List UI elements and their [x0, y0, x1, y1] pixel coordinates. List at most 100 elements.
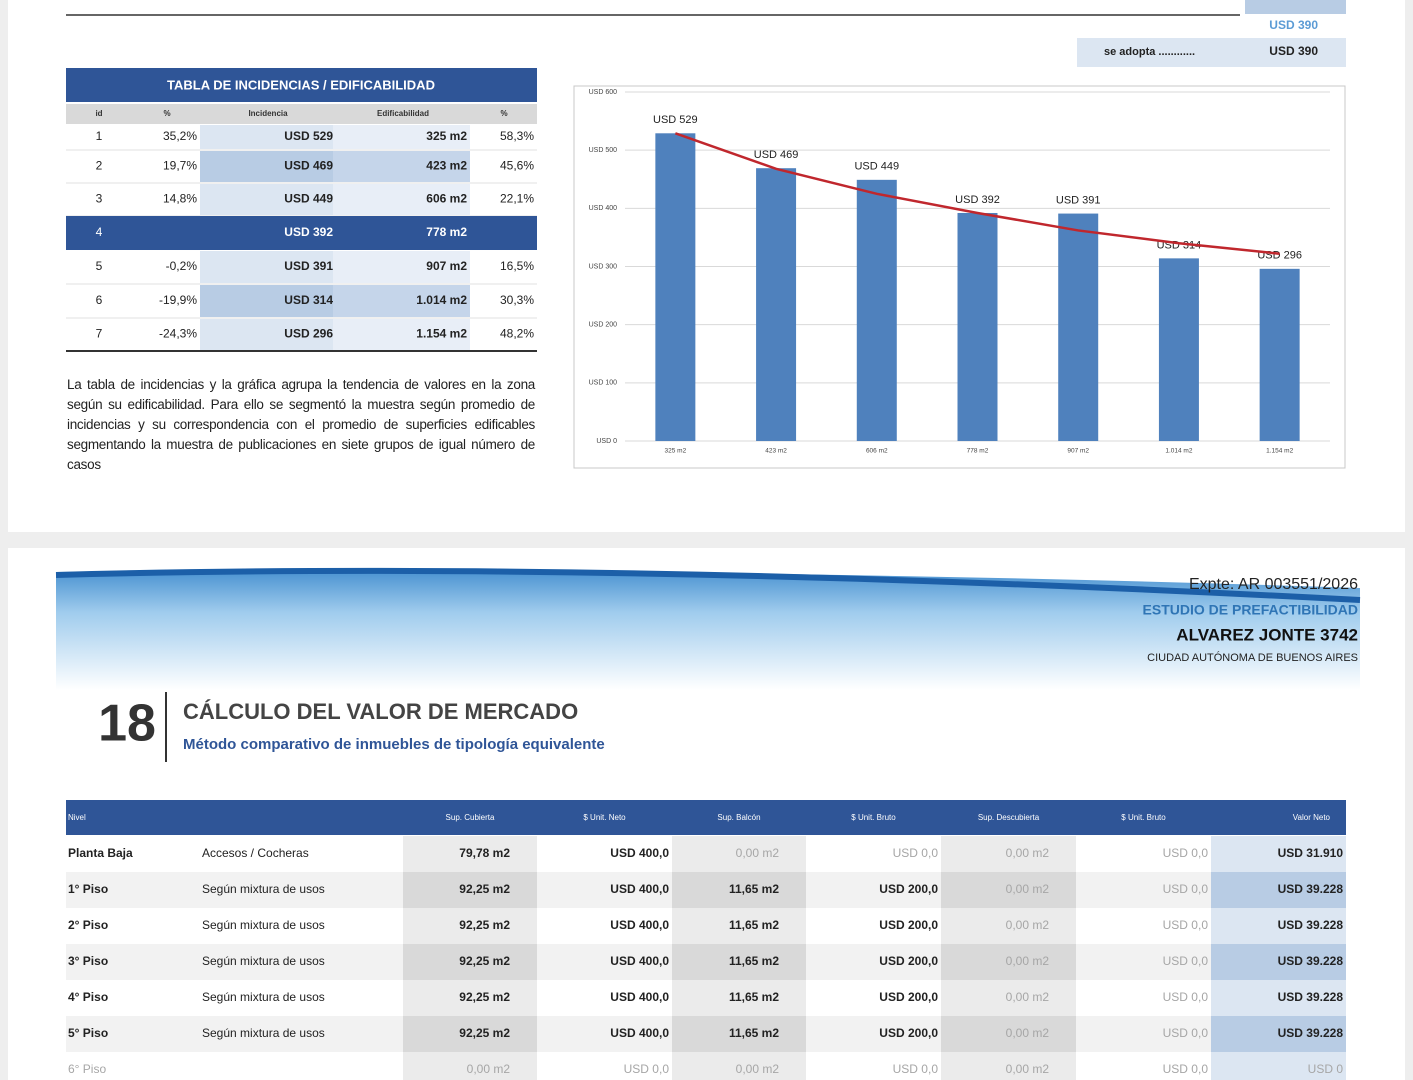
table-cell: 22,1%	[500, 192, 534, 206]
cell-bg	[403, 980, 537, 1016]
table-cell: -24,3%	[159, 327, 197, 341]
table-cell: Accesos / Cocheras	[202, 846, 309, 860]
adopt-box	[1077, 38, 1346, 67]
table-cell: 0,00 m2	[1006, 882, 1050, 896]
table-cell: 14,8%	[163, 192, 197, 206]
cell-bg	[1211, 836, 1346, 872]
note: La tabla de incidencias y la gráfica agr…	[67, 377, 535, 472]
cell-bg	[1211, 980, 1346, 1016]
y-tick-label: USD 200	[589, 322, 618, 329]
table-cell: USD 0,0	[1163, 918, 1209, 932]
table-header: $ Unit. Neto	[583, 813, 626, 822]
cell-bg	[672, 908, 806, 944]
x-tick-label: 423 m2	[765, 448, 787, 455]
cell-bg	[333, 184, 470, 215]
cell-bg	[672, 1052, 806, 1080]
table-cell: USD 529	[284, 129, 333, 143]
data-label: USD 529	[653, 114, 698, 126]
table-cell: 2	[96, 159, 103, 173]
table-header: Sup. Balcón	[717, 813, 760, 822]
cell-bg	[941, 1016, 1076, 1052]
table-cell: 92,25 m2	[459, 1026, 510, 1040]
table-cell: 92,25 m2	[459, 882, 510, 896]
bar	[1158, 258, 1199, 441]
x-tick-label: 325 m2	[665, 448, 687, 455]
table-cell: 11,65 m2	[729, 954, 779, 968]
city: CIUDAD AUTÓNOMA DE BUENOS AIRES	[1147, 651, 1358, 664]
table-cell: USD 200,0	[879, 954, 938, 968]
table-cell: 11,65 m2	[729, 990, 779, 1004]
table-cell: USD 400,0	[610, 954, 669, 968]
table-cell: USD 31.910	[1278, 846, 1344, 860]
data-label: USD 391	[1056, 194, 1101, 206]
cell-bg	[333, 251, 470, 283]
table-cell: 92,25 m2	[459, 954, 510, 968]
table-cell: USD 0,0	[893, 1062, 939, 1076]
table-cell: 0,00 m2	[736, 1062, 780, 1076]
table-cell: USD 449	[284, 192, 333, 206]
table-cell: 4	[96, 225, 103, 239]
table-cell: USD 296	[284, 327, 333, 341]
cell-bg	[941, 1052, 1076, 1080]
y-tick-label: USD 500	[589, 147, 618, 154]
adopt-value: USD 390	[1269, 44, 1318, 58]
table-cell: 7	[96, 327, 103, 341]
cell-bg	[941, 908, 1076, 944]
bar	[1058, 213, 1099, 441]
cell-bg	[672, 944, 806, 980]
table-cell: 0,00 m2	[1006, 990, 1050, 1004]
cell-bg	[1211, 944, 1346, 980]
table-header: %	[163, 109, 170, 118]
table-cell: 325 m2	[426, 129, 467, 143]
cell-bg	[1245, 0, 1346, 14]
cell-bg	[333, 319, 470, 350]
table-cell: 0,00 m2	[1006, 846, 1050, 860]
table-cell: 0,00 m2	[736, 846, 780, 860]
table-cell: USD 400,0	[610, 882, 669, 896]
table-cell: 5° Piso	[68, 1026, 108, 1040]
bar	[1259, 268, 1300, 441]
table-cell: Según mixtura de usos	[202, 954, 325, 968]
table-cell: USD 0	[1308, 1062, 1344, 1076]
cell-bg	[941, 944, 1076, 980]
table-cell: USD 39.228	[1278, 882, 1344, 896]
table-cell: USD 200,0	[879, 1026, 938, 1040]
table-cell: USD 314	[284, 293, 333, 307]
table-cell: 92,25 m2	[459, 918, 510, 932]
table-cell: USD 39.228	[1278, 990, 1344, 1004]
table-cell: -19,9%	[159, 293, 197, 307]
cell-bg	[941, 836, 1076, 872]
cell-bg	[200, 151, 333, 182]
y-tick-label: USD 100	[589, 380, 618, 387]
x-tick-label: 606 m2	[866, 448, 888, 455]
table-cell: 4° Piso	[68, 990, 108, 1004]
table-header: Valor Neto	[1293, 813, 1331, 822]
table-cell: USD 200,0	[879, 990, 938, 1004]
table-cell: 16,5%	[500, 259, 534, 273]
table-header-bg	[66, 104, 537, 124]
content: USD 390 se adopta ............ USD 390 TABL…	[66, 18, 1358, 1080]
table-cell: 0,00 m2	[1006, 918, 1050, 932]
table-cell: 907 m2	[426, 259, 467, 273]
table-header: $ Unit. Bruto	[1121, 813, 1166, 822]
table-cell: USD 400,0	[610, 990, 669, 1004]
header-swoosh	[55, 567, 1361, 603]
y-tick-label: USD 0	[596, 438, 617, 445]
x-tick-label: 1.154 m2	[1266, 448, 1293, 455]
table-cell: 606 m2	[426, 192, 467, 206]
table-cell: 6	[96, 293, 103, 307]
table-cell: USD 0,0	[1163, 990, 1209, 1004]
data-label: USD 392	[955, 194, 1000, 206]
table-cell: 58,3%	[500, 129, 534, 143]
table-cell: 11,65 m2	[729, 1026, 779, 1040]
y-tick-label: USD 400	[589, 205, 618, 212]
cell-bg	[333, 285, 470, 317]
table-cell: 35,2%	[163, 129, 197, 143]
bar	[957, 212, 998, 441]
table-cell: USD 400,0	[610, 918, 669, 932]
table-header: Sup. Descubierta	[978, 813, 1040, 822]
y-tick-label: USD 300	[589, 263, 618, 270]
x-tick-label: 1.014 m2	[1165, 448, 1192, 455]
data-label: USD 449	[854, 161, 899, 173]
